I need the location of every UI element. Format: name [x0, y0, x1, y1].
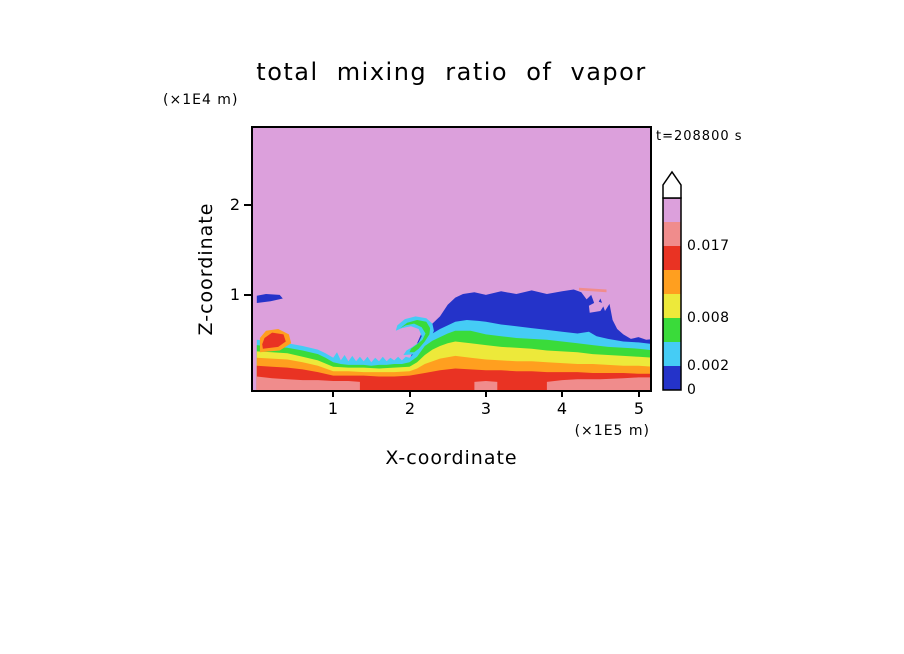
x-tick-label: 3: [480, 399, 492, 418]
x-tick-label: 1: [327, 399, 339, 418]
colorbar-segment-cyan: [663, 342, 681, 366]
z-tick-mark: [244, 204, 253, 206]
x-tick-mark: [638, 390, 640, 397]
colorbar-label: 0.017: [687, 238, 730, 254]
colorbar-overflow-arrow-icon: [662, 170, 682, 199]
colorbar-segment-blue: [663, 366, 681, 390]
x-axis-unit-label: (×1E5 m): [574, 423, 650, 439]
colorbar-segment-plum: [663, 198, 681, 222]
contour-overlay-salmon-surface-mid: [474, 381, 498, 390]
z-tick-mark: [244, 294, 253, 296]
z-tick-label: 1: [229, 285, 240, 304]
x-tick-mark: [561, 390, 563, 397]
colorbar-segment-salmon: [663, 222, 681, 246]
z-axis-unit-label: (×1E4 m): [163, 92, 239, 108]
time-annotation: t=208800 s: [656, 129, 743, 144]
x-tick-mark: [485, 390, 487, 397]
x-tick-mark: [409, 390, 411, 397]
x-tick-label: 4: [556, 399, 568, 418]
colorbar-label: 0: [687, 382, 697, 398]
x-axis-title: X-coordinate: [385, 447, 518, 469]
colorbar-label: 0.008: [687, 310, 730, 326]
x-tick-label: 5: [633, 399, 645, 418]
colorbar-segment-red: [663, 246, 681, 270]
contour-overlay-salmon-streak-above-blob: [579, 287, 607, 293]
colorbar-segment-green: [663, 318, 681, 342]
colorbar-label: 0.002: [687, 358, 730, 374]
x-tick-mark: [332, 390, 334, 397]
contour-overlay-plum-hole-in-blob: [588, 301, 605, 313]
contour-overlay-hook-green: [400, 320, 431, 353]
x-tick-label: 2: [404, 399, 416, 418]
contour-overlay-left-blue-streak: [256, 294, 283, 303]
contour-plot-area: [253, 128, 650, 390]
contour-overlay-salmon-surface-right: [546, 377, 650, 390]
colorbar-segment-orange: [663, 270, 681, 294]
contour-overlay-left-warm-blob-red: [262, 332, 286, 349]
z-tick-label: 2: [229, 195, 240, 214]
colorbar-segment-yellow: [663, 294, 681, 318]
contour-overlay-salmon-surface-left: [256, 376, 360, 390]
colorbar: [662, 170, 682, 391]
chart-title: total mixing ratio of vapor: [256, 58, 647, 86]
